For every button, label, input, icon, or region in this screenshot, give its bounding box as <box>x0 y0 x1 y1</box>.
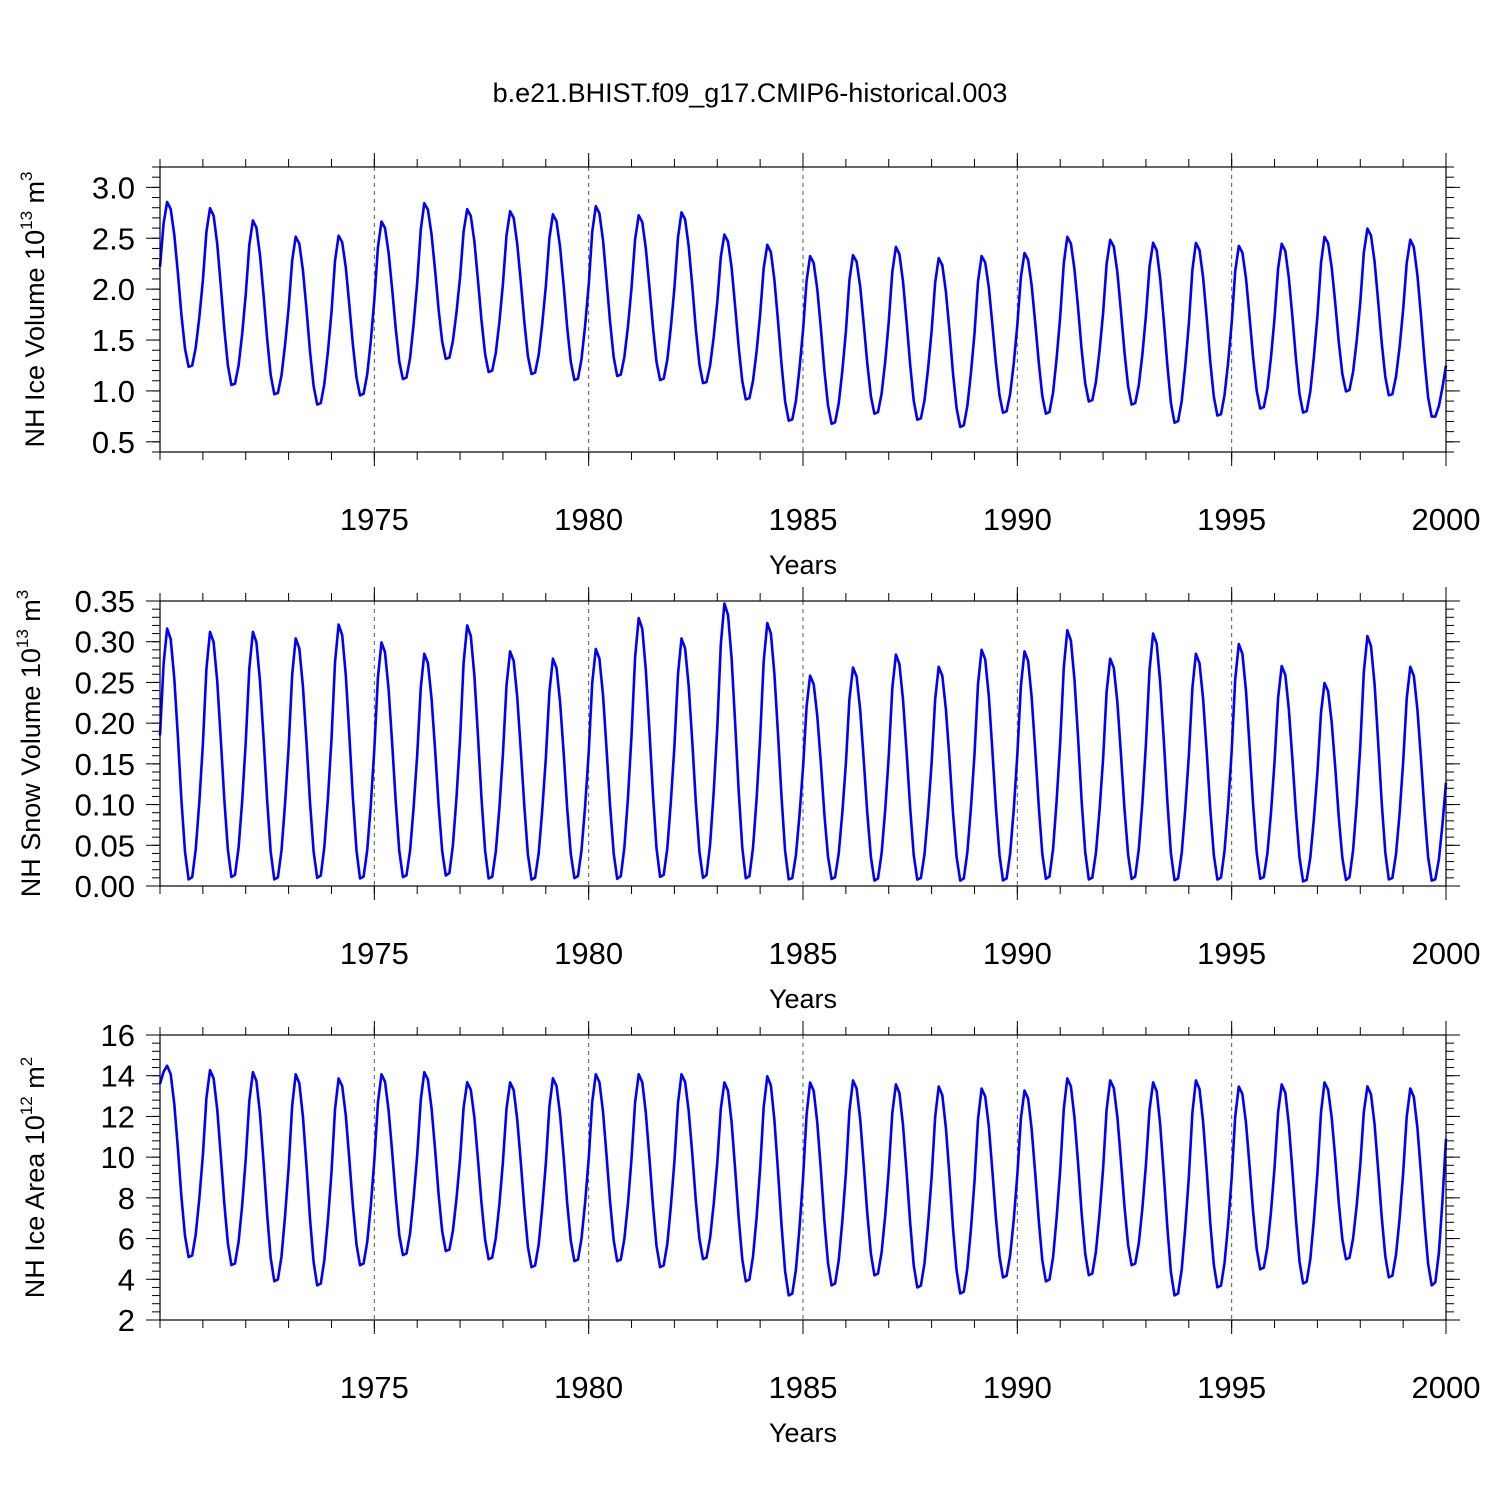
x-axis-title: Years <box>769 984 837 1014</box>
y-tick-label: 16 <box>101 1018 135 1053</box>
y-tick-label: 0.20 <box>75 706 135 741</box>
x-tick-label: 1995 <box>1197 502 1266 537</box>
figure-title: b.e21.BHIST.f09_g17.CMIP6-historical.003 <box>493 78 1008 108</box>
y-axis-title-unit-power: 2 <box>17 1057 36 1066</box>
y-tick-label: 6 <box>118 1222 135 1257</box>
y-axis-title-exp: 13 <box>13 629 32 648</box>
x-tick-label: 1995 <box>1197 1370 1266 1405</box>
series-line <box>158 602 1448 883</box>
x-tick-label: 1975 <box>340 936 409 971</box>
plot-frame <box>159 1034 1447 1321</box>
y-tick-label: 1.5 <box>92 323 135 358</box>
x-tick-label: 1990 <box>983 936 1052 971</box>
y-axis-title: NH Ice Volume 1013 m3 <box>17 172 50 448</box>
x-axis-title: Years <box>769 550 837 580</box>
ice-volume-panel: 1975 1980 1985 1990 1995 2000 0.5 1.0 1.5 2.0 2.5 3… <box>17 153 1480 580</box>
y-tick-label: 2.0 <box>92 272 135 307</box>
x-tick-label: 2000 <box>1412 936 1481 971</box>
x-tick-label: 1985 <box>769 502 838 537</box>
y-tick-label: 12 <box>101 1099 135 1134</box>
y-tick-label: 2 <box>118 1303 135 1338</box>
y-tick-label: 3.0 <box>92 170 135 205</box>
x-tick-label: 1980 <box>554 936 623 971</box>
y-tick-label: 0.05 <box>75 828 135 863</box>
x-tick-label: 2000 <box>1412 502 1481 537</box>
y-tick-label: 1.0 <box>92 374 135 409</box>
y-tick-label: 8 <box>118 1181 135 1216</box>
y-tick-label: 0.00 <box>75 869 135 904</box>
y-tick-label: 0.25 <box>75 665 135 700</box>
y-tick-label: 0.5 <box>92 425 135 460</box>
y-tick-label: 0.10 <box>75 788 135 823</box>
y-axis-title-unit: m <box>16 599 46 629</box>
x-tick-label: 1990 <box>983 502 1052 537</box>
ice-area-panel: 1975 1980 1985 1990 1995 2000 2 4 6 8 10 12 14 16 Year… <box>17 1018 1480 1448</box>
x-tick-label: 2000 <box>1412 1370 1481 1405</box>
series-line <box>158 1064 1448 1297</box>
x-tick-label: 1980 <box>554 502 623 537</box>
plot-frame <box>159 166 1447 453</box>
y-axis-title-unit-power: 3 <box>13 590 32 599</box>
y-tick-label: 0.15 <box>75 747 135 782</box>
x-tick-label: 1975 <box>340 1370 409 1405</box>
y-axis-title-text: NH Ice Volume 10 <box>20 230 50 448</box>
y-axis-title: NH Ice Area 1012 m2 <box>17 1057 50 1298</box>
x-tick-label: 1985 <box>769 1370 838 1405</box>
y-axis-title-unit: m <box>20 181 50 211</box>
y-tick-label: 0.35 <box>75 584 135 619</box>
y-tick-label: 4 <box>118 1262 135 1297</box>
x-tick-label: 1995 <box>1197 936 1266 971</box>
snow-volume-panel: 1975 1980 1985 1990 1995 2000 0.00 0.05 0.10 0.15… <box>13 584 1480 1014</box>
x-axis-title: Years <box>769 1418 837 1448</box>
y-axis-title-exp: 12 <box>17 1096 36 1115</box>
y-tick-label: 10 <box>101 1140 135 1175</box>
x-tick-label: 1990 <box>983 1370 1052 1405</box>
y-axis-title-unit: m <box>20 1066 50 1096</box>
series-line <box>158 200 1448 429</box>
x-tick-label: 1985 <box>769 936 838 971</box>
y-axis-title: NH Snow Volume 1013 m3 <box>13 590 46 898</box>
x-tick-label: 1980 <box>554 1370 623 1405</box>
plot-frame <box>159 600 1447 887</box>
y-axis-title-text: NH Snow Volume 10 <box>16 648 46 897</box>
y-tick-label: 0.30 <box>75 625 135 660</box>
y-axis-title-text: NH Ice Area 10 <box>20 1115 50 1298</box>
x-tick-label: 1975 <box>340 502 409 537</box>
y-axis-title-exp: 13 <box>17 211 36 230</box>
y-axis-title-unit-power: 3 <box>17 172 36 181</box>
y-tick-label: 2.5 <box>92 221 135 256</box>
y-tick-label: 14 <box>101 1059 135 1094</box>
